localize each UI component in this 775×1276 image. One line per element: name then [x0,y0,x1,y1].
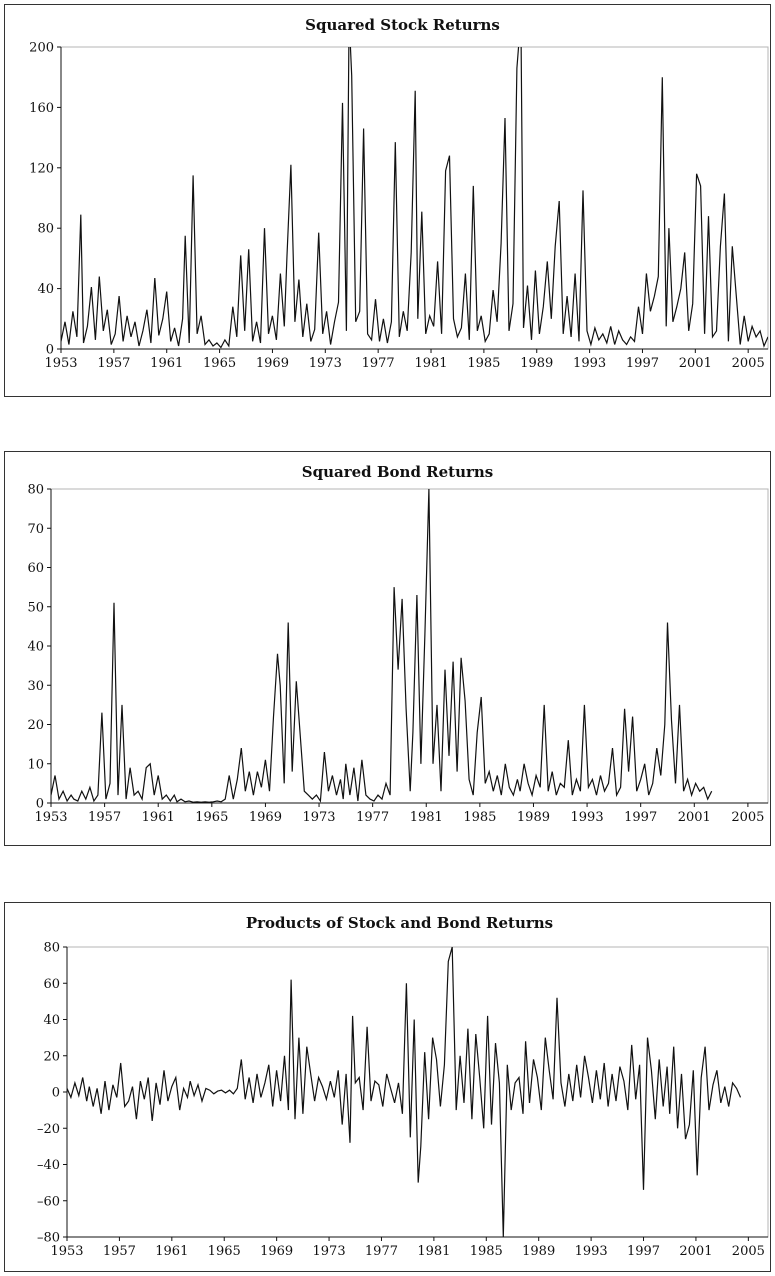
y-tick-label: –60 [37,1194,60,1209]
y-tick-label: 40 [37,282,54,297]
x-tick-label: 1993 [575,1244,608,1259]
x-tick-label: 1973 [309,356,342,371]
y-tick-label: 20 [43,1049,60,1064]
y-tick-label: 80 [43,941,60,956]
x-tick-label: 1953 [50,1244,83,1259]
y-tick-label: 0 [52,1086,60,1101]
x-tick-label: 1957 [97,356,130,371]
x-tick-label: 1957 [88,810,121,825]
y-tick-label: 60 [27,561,44,576]
x-tick-label: 1981 [410,810,443,825]
x-tick-label: 1993 [573,356,606,371]
x-tick-label: 1993 [571,810,604,825]
x-tick-label: 1973 [313,1244,346,1259]
x-tick-label: 1997 [627,1244,660,1259]
x-tick-label: 2001 [679,1244,712,1259]
x-tick-label: 1953 [44,356,77,371]
y-tick-label: 20 [27,718,44,733]
chart-squared-bond-returns: Squared Bond Returns 0 10 20 30 40 50 60 70 80 195… [27,463,769,825]
x-tick-label: 1969 [249,810,282,825]
x-tick-label: 1977 [356,810,389,825]
x-tick-label: 1989 [520,356,553,371]
chart-products-of-stock-and-bond-returns: Products of Stock and Bond Returns –80 –60… [37,914,769,1259]
y-tick-label: –40 [37,1158,60,1173]
x-tick-label: 1989 [517,810,550,825]
x-tick-label: 1981 [417,1244,450,1259]
x-tick-label: 2005 [732,1244,765,1259]
y-tick-label: 70 [27,522,44,537]
x-tick-label: 1961 [142,810,175,825]
plot-area [66,946,769,1238]
chart-panel-squared-stock-returns: Squared Stock Returns 0 40 80 120 160 200 1953 1… [4,4,771,397]
y-tick-label: 30 [27,679,44,694]
x-tick-label: 2001 [678,810,711,825]
y-tick-label: 0 [36,797,44,812]
chart-panel-products-of-stock-and-bond-returns: Products of Stock and Bond Returns –80 –60… [4,902,771,1272]
x-tick-label: 1957 [103,1244,136,1259]
chart-title: Squared Stock Returns [305,16,500,34]
x-tick-label: 1997 [624,810,657,825]
x-tick-label: 1989 [522,1244,555,1259]
x-tick-label: 1961 [150,356,183,371]
y-tick-label: 60 [43,977,60,992]
x-tick-label: 1977 [362,356,395,371]
x-tick-label: 1985 [470,1244,503,1259]
chart-squared-stock-returns: Squared Stock Returns 0 40 80 120 160 200 1953 1… [29,16,769,371]
y-tick-label: 10 [27,757,44,772]
x-tick-label: 1965 [195,810,228,825]
series-line [51,489,713,803]
x-tick-label: 1981 [414,356,447,371]
y-tick-label: 80 [27,483,44,498]
x-tick-label: 1997 [626,356,659,371]
x-tick-label: 2005 [732,356,765,371]
y-tick-label: 0 [46,343,54,358]
series-line [61,47,768,349]
series-line [67,947,742,1237]
y-tick-label: 200 [29,41,54,56]
y-tick-label: 80 [37,222,54,237]
y-tick-label: 40 [43,1013,60,1028]
x-tick-label: 1965 [208,1244,241,1259]
y-tick-label: 50 [27,600,44,615]
x-tick-label: 1969 [260,1244,293,1259]
x-tick-label: 2001 [679,356,712,371]
x-tick-label: 1961 [155,1244,188,1259]
x-tick-label: 1985 [463,810,496,825]
x-tick-label: 1977 [365,1244,398,1259]
y-tick-label: 120 [29,161,54,176]
x-tick-label: 1969 [256,356,289,371]
x-tick-label: 1965 [203,356,236,371]
chart-panel-squared-bond-returns: Squared Bond Returns 0 10 20 30 40 50 60 70 80 195… [4,451,771,846]
y-tick-label: 40 [27,640,44,655]
x-tick-label: 2005 [731,810,764,825]
y-tick-label: 160 [29,101,54,116]
y-tick-label: –20 [37,1122,60,1137]
x-tick-label: 1953 [34,810,67,825]
y-tick-label: –80 [37,1231,60,1246]
chart-title: Products of Stock and Bond Returns [246,914,553,932]
x-tick-label: 1985 [467,356,500,371]
chart-title: Squared Bond Returns [302,463,494,481]
plot-area [50,488,769,804]
x-tick-label: 1973 [302,810,335,825]
